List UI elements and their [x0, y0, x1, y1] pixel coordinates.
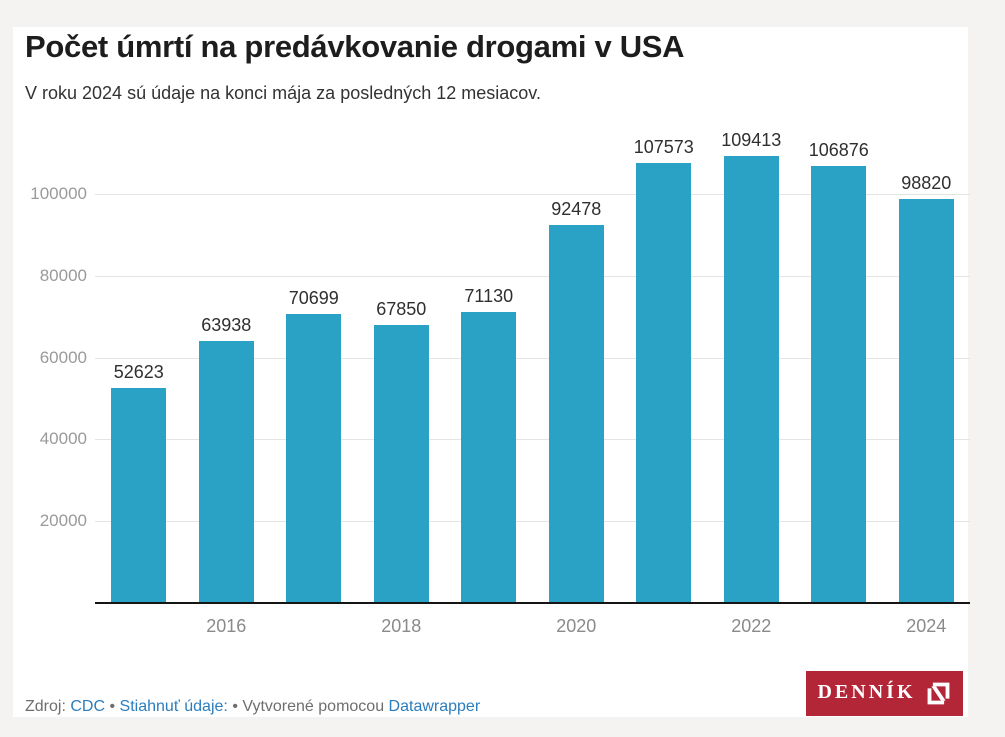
footer-separator: • — [109, 698, 116, 715]
credit-text: Vytvorené pomocou — [242, 698, 385, 715]
bar-2022 — [723, 155, 779, 603]
bar-value-label-2022: 109413 — [721, 129, 782, 150]
bar-2024 — [898, 198, 954, 603]
logo-text: DENNÍK — [817, 681, 916, 703]
y-axis-tick-label: 60000 — [39, 347, 87, 367]
y-axis-tick-label: 20000 — [39, 511, 87, 531]
chart-title: Počet úmrtí na predávkovanie drogami v U… — [25, 29, 685, 64]
y-axis-tick-label: 100000 — [30, 184, 87, 203]
bar-value-label-2021: 107573 — [633, 137, 694, 158]
download-data-link[interactable]: Stiahnuť údaje: — [119, 698, 228, 715]
gridline-20000 — [95, 521, 970, 523]
bar-value-label-2016: 63938 — [201, 315, 252, 336]
gridline-40000 — [95, 439, 970, 441]
chart-footer: Zdroj: CDC • Stiahnuť údaje: • Vytvorené… — [25, 695, 480, 719]
y-axis-tick-label: 40000 — [39, 429, 87, 449]
footer-separator: • — [232, 698, 238, 715]
x-axis-tick-label-2018: 2018 — [381, 616, 422, 636]
bar-value-label-2018: 67850 — [376, 299, 427, 320]
credit-link-datawrapper[interactable]: Datawrapper — [388, 698, 481, 715]
bar-value-label-2020: 92478 — [551, 198, 602, 219]
bar-2023 — [811, 165, 867, 603]
gridline-100000 — [95, 194, 970, 195]
dennik-n-logo[interactable]: DENNÍK — [806, 671, 963, 716]
gridline-60000 — [95, 357, 970, 359]
source-link-cdc[interactable]: CDC — [70, 698, 106, 715]
bar-value-label-2019: 71130 — [464, 286, 514, 307]
x-axis-tick-label-2022: 2022 — [731, 616, 772, 636]
gridline-80000 — [95, 275, 970, 277]
bar-2021 — [636, 163, 692, 603]
x-axis-tick-label-2024: 2024 — [906, 616, 947, 636]
bar-value-label-2024: 98820 — [901, 172, 952, 193]
y-axis-tick-label: 80000 — [39, 265, 87, 285]
bar-2017 — [286, 313, 342, 603]
bar-2018 — [373, 325, 429, 603]
bar-2019 — [461, 312, 517, 603]
bar-value-label-2015: 52623 — [113, 361, 164, 382]
x-axis-tick-label-2020: 2020 — [556, 616, 597, 636]
dennik-n-mark-icon — [927, 682, 949, 705]
bar-chart-plot-area: 20000 40000 60000 80000 100000 52623 63938 7069… — [13, 27, 970, 717]
bar-2015 — [111, 387, 167, 603]
chart-subtitle: V roku 2024 sú údaje na konci mája za po… — [25, 83, 541, 103]
bar-2016 — [198, 341, 254, 603]
bar-value-label-2017: 70699 — [288, 287, 339, 308]
x-axis-line — [95, 602, 970, 604]
bar-2020 — [548, 224, 604, 603]
source-label: Zdroj: — [25, 698, 66, 715]
chart-card: Počet úmrtí na predávkovanie drogami v U… — [13, 27, 970, 719]
bar-value-label-2023: 106876 — [808, 139, 869, 160]
x-axis-tick-label-2016: 2016 — [206, 616, 247, 636]
